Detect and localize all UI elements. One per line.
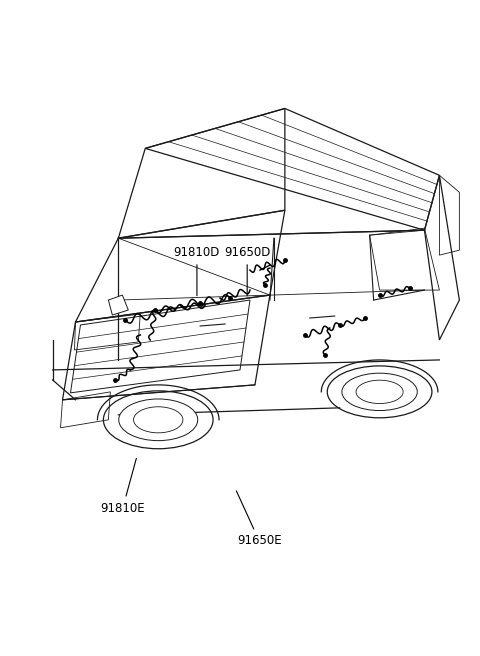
Polygon shape — [108, 295, 128, 315]
Text: 91810E: 91810E — [100, 459, 145, 514]
Text: 91810D: 91810D — [174, 246, 220, 296]
Text: 91650E: 91650E — [236, 491, 281, 547]
Text: 91650D: 91650D — [224, 246, 270, 296]
Ellipse shape — [119, 399, 198, 441]
Ellipse shape — [342, 373, 417, 411]
